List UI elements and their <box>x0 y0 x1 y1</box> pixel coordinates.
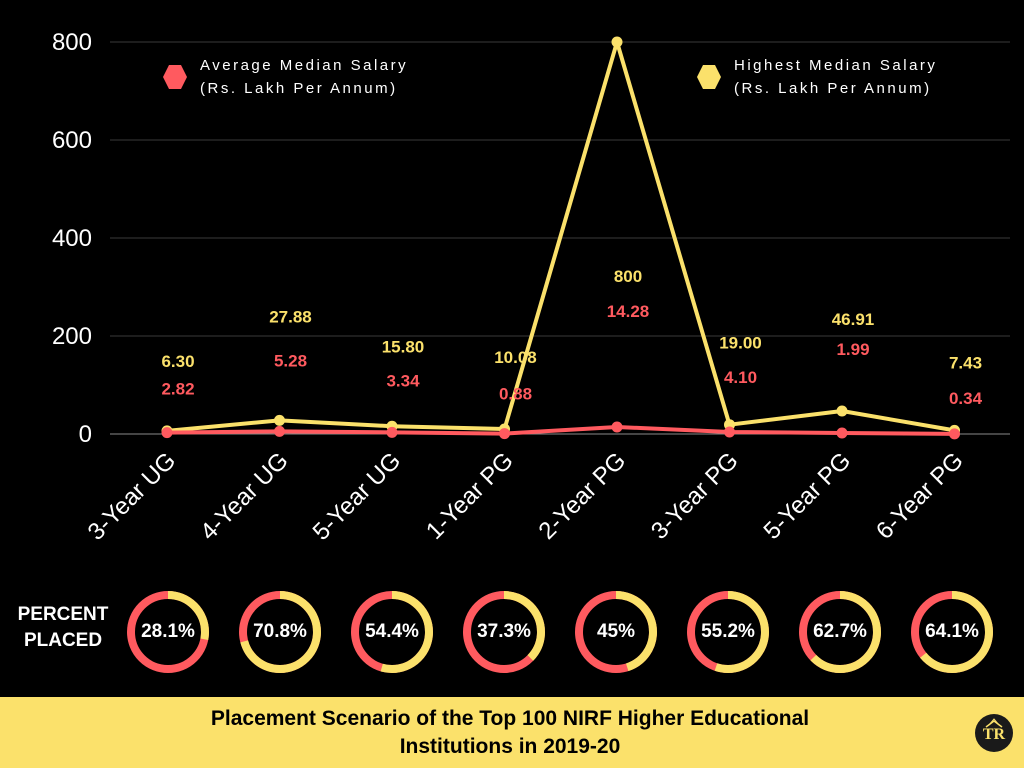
average-salary-data-label: 4.10 <box>724 368 757 387</box>
x-tick-label: 5-Year UG <box>308 447 407 546</box>
highest-salary-point <box>611 36 623 48</box>
chart-title-line-2: Institutions in 2019-20 <box>399 735 621 758</box>
average-salary-point <box>161 427 173 439</box>
legend-highest-median-salary: Highest Median Salary (Rs. Lakh Per Annu… <box>696 54 937 100</box>
average-salary-data-label: 5.28 <box>274 351 307 370</box>
highest-salary-data-label: 15.80 <box>382 337 425 356</box>
highest-salary-point <box>274 414 285 426</box>
footer-banner: Placement Scenario of the Top 100 NIRF H… <box>0 697 1024 768</box>
legend-highest-line-1: Highest Median Salary <box>734 57 938 74</box>
percent-placed-line-2: PLACED <box>23 630 103 651</box>
percent-placed-value: 64.1% <box>925 621 979 642</box>
yellow-hexagon-icon <box>696 64 722 90</box>
highest-salary-data-label: 27.88 <box>269 307 312 326</box>
highest-salary-data-label: 19.00 <box>719 334 762 353</box>
average-salary-data-label: 0.34 <box>949 389 983 408</box>
percent-placed-donut: 55.2% <box>685 589 771 675</box>
percent-placed-value: 45% <box>596 621 636 642</box>
legend-average-median-salary: Average Median Salary (Rs. Lakh Per Annu… <box>162 54 408 100</box>
percent-placed-label: PERCENT PLACED <box>8 602 118 654</box>
average-salary-point <box>499 428 510 440</box>
logo-text: TR <box>982 726 1006 743</box>
y-tick-label: 600 <box>52 127 92 154</box>
percent-placed-donut: 45% <box>573 589 659 675</box>
red-hexagon-icon <box>162 64 188 90</box>
average-salary-point <box>724 426 735 438</box>
percent-placed-donut: 62.7% <box>797 589 883 675</box>
x-tick-label: 5-Year PG <box>759 447 857 545</box>
highest-salary-data-label: 46.91 <box>832 310 875 329</box>
average-salary-point <box>949 428 960 440</box>
average-salary-data-label: 0.88 <box>499 385 532 404</box>
y-tick-label: 400 <box>52 225 92 252</box>
chart-title-line-1: Placement Scenario of the Top 100 NIRF H… <box>210 707 810 730</box>
percent-placed-donut: 70.8% <box>237 589 323 675</box>
average-salary-point <box>274 425 285 437</box>
x-tick-label: 3-Year UG <box>83 447 182 546</box>
y-tick-label: 0 <box>79 421 92 448</box>
percent-placed-line-1: PERCENT <box>17 604 109 625</box>
average-salary-data-label: 2.82 <box>161 380 194 399</box>
highest-salary-data-label: 7.43 <box>949 353 982 372</box>
highest-salary-data-label: 800 <box>614 267 642 286</box>
percent-placed-value: 62.7% <box>813 621 867 642</box>
legend-highest-line-2: (Rs. Lakh Per Annum) <box>734 80 932 97</box>
average-salary-point <box>836 427 848 439</box>
percent-placed-donut: 37.3% <box>461 589 547 675</box>
percent-placed-value: 37.3% <box>477 621 531 642</box>
percent-placed-donut: 54.4% <box>349 589 435 675</box>
percent-placed-value: 70.8% <box>253 621 307 642</box>
legend-average-line-2: (Rs. Lakh Per Annum) <box>200 80 398 97</box>
average-salary-point <box>386 426 398 438</box>
percent-placed-donut: 64.1% <box>909 589 995 675</box>
average-salary-data-label: 1.99 <box>836 340 869 359</box>
highest-salary-line <box>166 40 955 433</box>
legend-average-line-1: Average Median Salary <box>200 57 409 74</box>
average-salary-line <box>166 425 955 436</box>
average-salary-data-label: 14.28 <box>607 302 650 321</box>
line-chart: 0 200 400 600 800 3-Year UG 4-Year UG 5-Year UG… <box>52 29 1010 546</box>
x-tick-label: 1-Year PG <box>421 447 519 545</box>
percent-placed-value: 55.2% <box>701 621 755 642</box>
average-salary-point <box>611 421 623 433</box>
y-tick-label: 200 <box>52 323 92 350</box>
highest-salary-point <box>836 405 848 417</box>
x-tick-label: 6-Year PG <box>871 447 969 545</box>
highest-salary-data-label: 6.30 <box>161 352 194 371</box>
average-salary-data-label: 3.34 <box>386 371 420 390</box>
x-tick-label: 2-Year PG <box>534 447 632 545</box>
percent-placed-value: 54.4% <box>365 621 419 642</box>
percent-placed-value: 28.1% <box>141 621 195 642</box>
y-tick-label: 800 <box>52 29 92 56</box>
x-tick-label: 3-Year PG <box>646 447 744 545</box>
percent-placed-donut: 28.1% <box>125 589 211 675</box>
highest-salary-data-label: 10.08 <box>494 348 537 367</box>
tr-logo: TR <box>974 713 1014 753</box>
chart-title: Placement Scenario of the Top 100 NIRF H… <box>120 705 900 761</box>
x-tick-label: 4-Year UG <box>195 447 294 546</box>
